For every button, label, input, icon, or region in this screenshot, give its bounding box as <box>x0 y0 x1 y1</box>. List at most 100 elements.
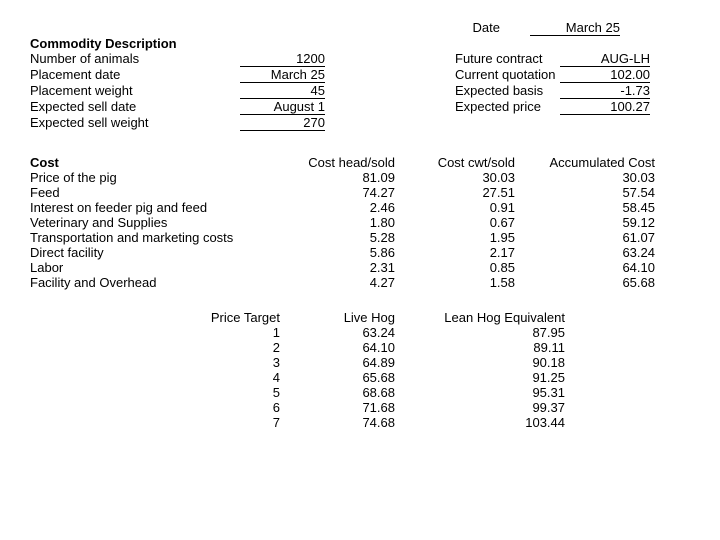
pt-header-lean: Lean Hog Equivalent <box>395 310 565 325</box>
cost-label: Transportation and marketing costs <box>30 230 290 245</box>
cost-label: Labor <box>30 260 290 275</box>
pt-row: 568.6895.31 <box>30 385 690 400</box>
commodity-value: March 25 <box>240 67 325 83</box>
cost-label: Veterinary and Supplies <box>30 215 290 230</box>
pt-number: 3 <box>30 355 290 370</box>
futures-value: AUG-LH <box>560 51 650 67</box>
cost-cwt: 27.51 <box>395 185 515 200</box>
date-value: March 25 <box>530 20 620 36</box>
cost-acc: 30.03 <box>515 170 655 185</box>
commodity-header-row: Commodity Description <box>30 36 690 51</box>
cost-row: Price of the pig81.0930.0330.03 <box>30 170 690 185</box>
pt-block: 163.2487.95264.1089.11364.8990.18465.689… <box>30 325 690 430</box>
cost-head: 2.46 <box>290 200 395 215</box>
pt-row: 465.6891.25 <box>30 370 690 385</box>
cost-label: Feed <box>30 185 290 200</box>
pt-row: 364.8990.18 <box>30 355 690 370</box>
futures-label: Expected basis <box>415 83 560 99</box>
pt-live: 65.68 <box>290 370 395 385</box>
cost-acc: 58.45 <box>515 200 655 215</box>
commodity-row: Placement dateMarch 25 Current quotation1… <box>30 67 690 83</box>
cost-acc: 59.12 <box>515 215 655 230</box>
commodity-header: Commodity Description <box>30 36 240 51</box>
commodity-label: Placement weight <box>30 83 240 99</box>
commodity-row: Expected sell dateAugust 1Expected price… <box>30 99 690 115</box>
cost-head: 2.31 <box>290 260 395 275</box>
commodity-value: August 1 <box>240 99 325 115</box>
pt-header-live: Live Hog <box>290 310 395 325</box>
commodity-label: Number of animals <box>30 51 240 67</box>
cost-cwt: 2.17 <box>395 245 515 260</box>
pt-row: 264.1089.11 <box>30 340 690 355</box>
pt-lean: 103.44 <box>395 415 565 430</box>
cost-row: Facility and Overhead4.271.5865.68 <box>30 275 690 290</box>
cost-cwt: 0.85 <box>395 260 515 275</box>
commodity-row: Number of animals1200 Future contractAUG-… <box>30 51 690 67</box>
pt-number: 4 <box>30 370 290 385</box>
cost-acc: 61.07 <box>515 230 655 245</box>
pt-lean: 87.95 <box>395 325 565 340</box>
commodity-block: Number of animals1200 Future contractAUG-… <box>30 51 690 131</box>
commodity-row: Expected sell weight270 <box>30 115 690 131</box>
cost-acc: 57.54 <box>515 185 655 200</box>
futures-value: -1.73 <box>560 83 650 99</box>
cost-header-cwt: Cost cwt/sold <box>395 155 515 170</box>
date-row: Date March 25 <box>30 20 690 36</box>
cost-section: Cost Cost head/sold Cost cwt/sold Accumu… <box>30 155 690 290</box>
futures-value: 100.27 <box>560 99 650 115</box>
pt-number: 7 <box>30 415 290 430</box>
pt-row: 774.68103.44 <box>30 415 690 430</box>
cost-head: 1.80 <box>290 215 395 230</box>
pt-lean: 95.31 <box>395 385 565 400</box>
pt-number: 5 <box>30 385 290 400</box>
futures-value: 102.00 <box>560 67 650 83</box>
commodity-label: Expected sell weight <box>30 115 240 131</box>
cost-header-head: Cost head/sold <box>290 155 395 170</box>
cost-acc: 63.24 <box>515 245 655 260</box>
pt-row: 671.6899.37 <box>30 400 690 415</box>
cost-row: Veterinary and Supplies1.800.6759.12 <box>30 215 690 230</box>
pt-live: 68.68 <box>290 385 395 400</box>
cost-cwt: 1.95 <box>395 230 515 245</box>
date-label: Date <box>30 20 530 36</box>
pt-row: 163.2487.95 <box>30 325 690 340</box>
pt-header-label: Price Target <box>30 310 290 325</box>
commodity-value: 270 <box>240 115 325 131</box>
pt-number: 1 <box>30 325 290 340</box>
cost-row: Direct facility5.862.1763.24 <box>30 245 690 260</box>
cost-header-acc: Accumulated Cost <box>515 155 655 170</box>
futures-label: Future contract <box>415 51 560 67</box>
pt-lean: 91.25 <box>395 370 565 385</box>
cost-head: 5.86 <box>290 245 395 260</box>
pt-live: 64.89 <box>290 355 395 370</box>
cost-label: Direct facility <box>30 245 290 260</box>
cost-cwt: 30.03 <box>395 170 515 185</box>
commodity-value: 1200 <box>240 51 325 67</box>
futures-label: Current quotation <box>415 67 560 83</box>
commodity-row: Placement weight45 Expected basis-1.73 <box>30 83 690 99</box>
commodity-label: Expected sell date <box>30 99 240 115</box>
pt-header-row: Price Target Live Hog Lean Hog Equivalen… <box>30 310 690 325</box>
cost-block: Price of the pig81.0930.0330.03Feed74.27… <box>30 170 690 290</box>
pt-live: 74.68 <box>290 415 395 430</box>
cost-cwt: 0.91 <box>395 200 515 215</box>
pt-number: 2 <box>30 340 290 355</box>
cost-head: 81.09 <box>290 170 395 185</box>
cost-row: Labor2.310.8564.10 <box>30 260 690 275</box>
commodity-label: Placement date <box>30 67 240 83</box>
pt-number: 6 <box>30 400 290 415</box>
cost-row: Interest on feeder pig and feed2.460.915… <box>30 200 690 215</box>
price-target-section: Price Target Live Hog Lean Hog Equivalen… <box>30 310 690 430</box>
pt-live: 64.10 <box>290 340 395 355</box>
pt-lean: 89.11 <box>395 340 565 355</box>
cost-header-label: Cost <box>30 155 290 170</box>
cost-label: Interest on feeder pig and feed <box>30 200 290 215</box>
commodity-value: 45 <box>240 83 325 99</box>
pt-lean: 90.18 <box>395 355 565 370</box>
cost-label: Facility and Overhead <box>30 275 290 290</box>
cost-row: Feed74.2727.5157.54 <box>30 185 690 200</box>
pt-live: 71.68 <box>290 400 395 415</box>
cost-cwt: 1.58 <box>395 275 515 290</box>
cost-cwt: 0.67 <box>395 215 515 230</box>
cost-acc: 64.10 <box>515 260 655 275</box>
